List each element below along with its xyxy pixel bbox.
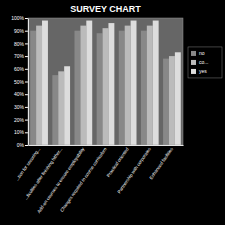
chart: 0% 10% 20% 30% 40% 50% 60% 70% 80% 90% 100% ...tion… — [0, 0, 225, 225]
tick: 10% — [14, 129, 28, 135]
tick: Add-on courses to ensure employability — [36, 146, 86, 214]
tick: Practical oriented — [106, 146, 130, 178]
tick-label: 90% — [14, 28, 25, 34]
legend-item: no — [191, 50, 205, 56]
bar — [131, 21, 137, 145]
bar — [52, 75, 58, 145]
tick-mark — [25, 107, 28, 108]
tick-label: Changes required in course curriculum — [59, 146, 108, 212]
plot: 0% 10% 20% 30% 40% 50% 60% 70% 80% 90% 100% ...tion… — [11, 15, 183, 214]
tick: 40% — [14, 91, 28, 97]
background — [0, 0, 225, 225]
legend-item: yes — [191, 68, 207, 74]
tick: ...ficulties after finishing hither... — [23, 147, 63, 201]
bar — [58, 71, 64, 145]
bar — [119, 31, 125, 145]
tick-mark — [25, 82, 28, 83]
tick-mark — [25, 56, 28, 57]
bar — [97, 33, 103, 145]
tick: Partnership with corporates — [116, 146, 152, 194]
legend-label: no — [199, 50, 205, 56]
bar — [175, 52, 181, 145]
bar — [86, 21, 92, 145]
tick: 90% — [14, 28, 28, 34]
tick-label: ...ficulties after finishing hither... — [23, 147, 63, 201]
tick-label: 20% — [14, 117, 25, 123]
bar — [30, 31, 36, 145]
y-axis: 0% 10% 20% 30% 40% 50% 60% 70% 80% 90% 100% — [11, 15, 28, 148]
tick: Enhanced facilities — [148, 146, 174, 180]
tick-mark — [25, 94, 28, 95]
bar — [80, 26, 86, 145]
tick: 50% — [14, 79, 28, 85]
bar — [103, 28, 109, 145]
tick-label: 0% — [17, 142, 25, 148]
tick-label: 80% — [14, 41, 25, 47]
title: SURVEY CHART — [70, 4, 141, 14]
legend-item: co... — [191, 59, 208, 65]
tick: 70% — [14, 53, 28, 59]
bar — [75, 31, 81, 145]
tick-label: 10% — [14, 129, 25, 135]
tick-label: 70% — [14, 53, 25, 59]
legend-label: yes — [199, 68, 207, 74]
legend-label: co... — [199, 59, 208, 65]
x-axis: ...tion for securing......ficulties afte… — [14, 146, 183, 215]
legend-swatch — [191, 69, 196, 74]
tick-mark — [25, 69, 28, 70]
tick: 60% — [14, 66, 28, 72]
tick-label: 30% — [14, 104, 25, 110]
bar — [108, 23, 114, 145]
legend-swatch — [191, 51, 196, 56]
tick: Changes required in course curriculum — [59, 146, 108, 212]
bar — [36, 26, 42, 145]
tick: 30% — [14, 104, 28, 110]
bar — [42, 21, 48, 145]
tick: 100% — [11, 15, 28, 21]
tick-mark — [25, 145, 28, 146]
bar — [147, 26, 153, 145]
tick-label: Partnership with corporates — [116, 146, 152, 194]
legend: no co... yes — [188, 47, 222, 78]
bar — [125, 26, 131, 145]
legend-frame — [188, 47, 222, 78]
tick-label: 50% — [14, 79, 25, 85]
bar — [153, 21, 159, 145]
bars — [30, 21, 181, 145]
bar — [169, 56, 175, 145]
legend-swatch — [191, 60, 196, 65]
tick-label: 100% — [11, 15, 24, 21]
tick: 80% — [14, 41, 28, 47]
tick: 20% — [14, 117, 28, 123]
tick-mark — [25, 18, 28, 19]
plot-area — [28, 18, 183, 145]
tick-label: 40% — [14, 91, 25, 97]
tick-label: Enhanced facilities — [148, 146, 174, 180]
tick-mark — [25, 31, 28, 32]
tick: 0% — [17, 142, 28, 148]
tick-mark — [25, 43, 28, 44]
tick-label: Practical oriented — [106, 146, 130, 178]
tick-mark — [25, 132, 28, 133]
plot-frame — [28, 18, 183, 145]
tick-label: Add-on courses to ensure employability — [36, 146, 86, 214]
bar — [163, 59, 169, 145]
tick-mark — [25, 120, 28, 121]
bar-series — [42, 21, 181, 145]
tick-label: 60% — [14, 66, 25, 72]
bar — [141, 31, 147, 145]
bar — [64, 66, 70, 145]
